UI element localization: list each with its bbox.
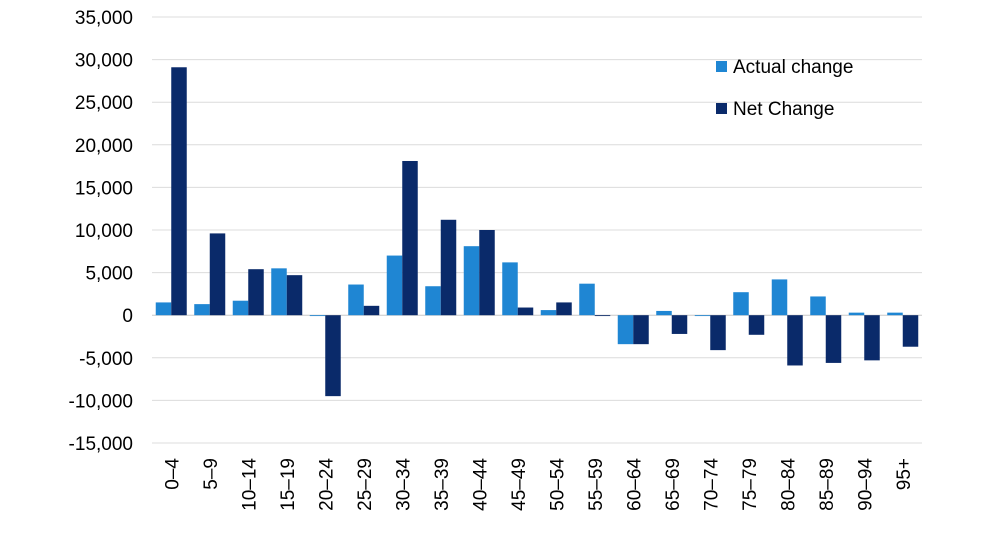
bar-net-change xyxy=(517,307,534,316)
bar-actual-change xyxy=(656,310,672,316)
bar-net-change xyxy=(825,315,842,363)
bar-net-change xyxy=(363,305,380,316)
bar-net-change xyxy=(671,315,688,334)
bar-actual-change xyxy=(540,310,557,316)
bar-actual-change xyxy=(887,312,903,316)
bar-actual-change xyxy=(502,262,518,316)
y-tick-label: 35,000 xyxy=(75,8,133,29)
y-tick-label: -10,000 xyxy=(69,391,133,412)
x-tick-label: 15–19 xyxy=(278,458,299,511)
bar-actual-change xyxy=(463,246,480,316)
y-tick-label: 30,000 xyxy=(75,51,133,72)
bar-actual-change xyxy=(848,312,865,316)
legend-label-actual-change: Actual change xyxy=(733,57,853,78)
bar-net-change xyxy=(479,230,495,316)
x-tick-label: 40–44 xyxy=(470,458,491,511)
bar-net-change xyxy=(710,315,726,351)
bar-net-change xyxy=(864,315,880,361)
x-tick-label: 85–89 xyxy=(817,458,838,511)
y-tick-label: 0 xyxy=(122,306,133,327)
bar-actual-change xyxy=(309,315,326,317)
legend-swatch-actual-change xyxy=(716,61,727,72)
bar-actual-change xyxy=(771,279,788,316)
bar-actual-change xyxy=(348,284,364,316)
bar-actual-change xyxy=(810,296,826,316)
bar-actual-change xyxy=(194,304,210,316)
bar-actual-change xyxy=(155,302,172,316)
bar-net-change xyxy=(209,233,226,316)
bar-actual-change xyxy=(386,255,403,316)
x-tick-label: 0–4 xyxy=(162,458,183,490)
x-tick-label: 90–94 xyxy=(855,458,876,511)
y-tick-label: 20,000 xyxy=(75,136,133,157)
bar-actual-change xyxy=(733,292,749,316)
gridlines xyxy=(152,16,922,444)
x-tick-label: 55–59 xyxy=(586,458,607,511)
bar-net-change xyxy=(171,67,187,316)
y-tick-label: -15,000 xyxy=(69,434,133,455)
y-axis: -15,000 -10,000 -5,000 0 5,000 10,000 15,000 20… xyxy=(69,8,133,455)
bar-net-change xyxy=(402,160,418,316)
bar-net-change xyxy=(325,315,341,397)
x-tick-label: 95+ xyxy=(894,458,915,490)
y-tick-label: -5,000 xyxy=(79,349,133,370)
x-tick-label: 50–54 xyxy=(547,458,568,511)
bar-actual-change xyxy=(579,283,595,316)
bars xyxy=(155,67,919,397)
x-tick-label: 80–84 xyxy=(778,458,799,511)
x-tick-label: 10–14 xyxy=(239,458,260,511)
x-tick-label: 45–49 xyxy=(509,458,530,511)
x-tick-label: 65–69 xyxy=(663,458,684,511)
x-tick-label: 70–74 xyxy=(701,458,722,511)
y-tick-label: 15,000 xyxy=(75,178,133,199)
bar-net-change xyxy=(556,302,572,316)
x-axis: 0–4 5–9 10–14 15–19 20–24 25–29 30–34 35–39 40–4… xyxy=(162,458,915,511)
x-tick-label: 5–9 xyxy=(201,458,222,490)
bar-net-change xyxy=(902,315,919,347)
bar-net-change xyxy=(286,275,303,316)
bar-actual-change xyxy=(232,300,249,316)
bar-net-change xyxy=(248,269,264,316)
bar-net-change xyxy=(787,315,803,366)
x-tick-label: 30–34 xyxy=(393,458,414,511)
bar-net-change xyxy=(594,315,611,317)
y-tick-label: 25,000 xyxy=(75,93,133,114)
x-tick-label: 25–29 xyxy=(355,458,376,511)
x-tick-label: 35–39 xyxy=(432,458,453,511)
x-tick-label: 60–64 xyxy=(624,458,645,511)
legend-label-net-change: Net Change xyxy=(733,99,834,120)
y-tick-label: 5,000 xyxy=(85,264,133,285)
bar-actual-change xyxy=(425,286,441,316)
legend: Actual change Net Change xyxy=(716,57,853,120)
bar-actual-change xyxy=(271,268,287,316)
bar-actual-change xyxy=(694,315,711,317)
bar-actual-change xyxy=(617,315,634,345)
legend-swatch-net-change xyxy=(716,103,727,114)
x-tick-label: 20–24 xyxy=(316,458,337,511)
y-tick-label: 10,000 xyxy=(75,221,133,242)
x-tick-label: 75–79 xyxy=(740,458,761,511)
bar-net-change xyxy=(440,219,457,316)
bar-net-change xyxy=(748,315,765,335)
bar-net-change xyxy=(633,315,649,345)
